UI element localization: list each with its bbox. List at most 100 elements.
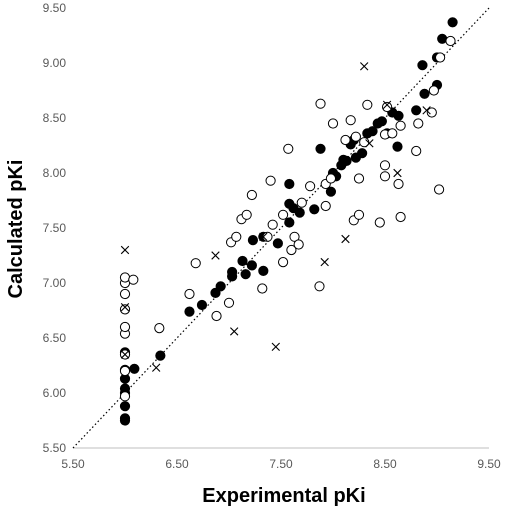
x-tick-label: 7.50: [269, 457, 293, 471]
filled-circle-point: [315, 143, 326, 154]
filled-circle-point: [240, 269, 251, 280]
open-circle-point: [393, 178, 404, 190]
identity-reference-line: [72, 7, 490, 449]
filled-circle-point: [284, 178, 295, 190]
open-circle-point: [289, 231, 300, 242]
open-circle-point: [262, 231, 273, 242]
open-circle-point: [119, 272, 131, 283]
filled-circle-point: [367, 126, 378, 137]
cross-point: [393, 168, 402, 178]
open-circle-point: [395, 211, 406, 223]
open-circle-point: [293, 239, 304, 250]
filled-circle-point: [309, 204, 320, 215]
open-circle-point: [350, 131, 361, 142]
open-circle-point: [435, 52, 446, 63]
open-circle-point: [428, 85, 439, 96]
open-circle-point: [286, 244, 297, 256]
open-circle-point: [395, 120, 406, 131]
x-tick-label: 6.50: [165, 457, 189, 471]
filled-circle-point: [247, 235, 259, 246]
y-tick-label: 5.50: [43, 441, 67, 455]
y-tick-label: 6.50: [43, 331, 67, 345]
filled-circle-point: [284, 217, 295, 228]
open-circle-point: [387, 128, 398, 139]
open-circle-point: [379, 171, 391, 182]
cross-point: [382, 100, 392, 109]
open-circle-point: [154, 323, 165, 334]
y-tick-label: 8.00: [43, 166, 67, 180]
open-circle-point: [119, 288, 131, 300]
open-circle-point: [241, 209, 252, 220]
filled-circle-point: [129, 363, 140, 374]
filled-circle-point: [447, 17, 458, 28]
open-circle-point: [314, 281, 325, 292]
cross-point: [320, 257, 329, 267]
y-tick-label: 7.00: [43, 276, 67, 290]
filled-circle-point: [272, 238, 283, 249]
filled-circle-point: [246, 260, 257, 271]
y-axis-title: Calculated pKi: [5, 160, 27, 299]
filled-circle-point: [258, 265, 269, 276]
data-points: [119, 17, 458, 426]
open-circle-point: [277, 257, 289, 268]
filled-circle-point: [417, 60, 428, 71]
open-circle-point: [362, 99, 373, 110]
open-circle-point: [265, 175, 276, 186]
open-circle-point: [340, 134, 351, 146]
filled-circle-point: [215, 281, 226, 292]
open-circle-point: [379, 160, 391, 171]
x-axis-title: Experimental pKi: [202, 485, 365, 507]
x-axis-tick-labels: 5.50 6.50 7.50 8.50 9.50: [61, 457, 501, 471]
filled-circle-point: [325, 186, 337, 197]
open-circle-point: [374, 217, 385, 228]
open-circle-point: [277, 209, 289, 220]
open-circle-point: [381, 101, 393, 113]
open-circle-point: [119, 321, 131, 333]
reference-line: [72, 7, 490, 449]
open-circle-point: [296, 197, 307, 208]
open-circle-point: [411, 145, 422, 157]
filled-circle-point: [227, 266, 238, 278]
y-tick-label: 8.50: [43, 111, 67, 125]
filled-circle-point: [357, 148, 368, 159]
filled-circle-point: [393, 110, 404, 121]
y-tick-label: 9.50: [43, 1, 67, 15]
open-circle-point: [353, 209, 365, 220]
open-circle-point: [184, 288, 195, 300]
filled-circle-point: [294, 207, 305, 218]
filled-circle-point: [196, 299, 208, 311]
y-tick-label: 9.00: [43, 56, 67, 70]
open-circle-point: [283, 143, 294, 154]
filled-circle-point: [392, 141, 403, 152]
filled-circle-point: [184, 306, 195, 317]
open-circle-point: [128, 274, 139, 285]
open-circle-point: [119, 304, 131, 315]
y-axis-tick-labels: 5.50 6.00 6.50 7.00 7.50 8.00 8.50 9.00 9.50: [43, 1, 67, 455]
cross-point: [211, 251, 220, 260]
cross-point: [259, 232, 268, 241]
filled-circle-point: [284, 198, 295, 209]
open-circle-point: [353, 173, 365, 184]
open-circle-point: [325, 173, 337, 184]
open-circle-point: [327, 118, 339, 129]
cross-point: [120, 245, 130, 255]
filled-circle-point: [437, 33, 448, 44]
x-tick-label: 5.50: [61, 457, 85, 471]
filled-circle-point: [341, 155, 352, 166]
filled-circle-point: [119, 401, 131, 412]
open-circle-point: [433, 184, 445, 195]
open-circle-point: [345, 115, 356, 126]
cross-point: [271, 342, 280, 351]
cross-point: [120, 303, 130, 312]
open-circle-point: [426, 107, 437, 118]
filled-circle-point: [237, 255, 248, 267]
open-circle-point: [445, 35, 456, 47]
open-circle-point: [190, 258, 201, 269]
filled-circle-point: [155, 350, 166, 361]
filled-circle-point: [376, 116, 387, 127]
x-tick-label: 8.50: [373, 457, 397, 471]
filled-circle-point: [411, 105, 422, 116]
open-circle-point: [413, 118, 424, 129]
open-circle-point: [211, 310, 222, 322]
